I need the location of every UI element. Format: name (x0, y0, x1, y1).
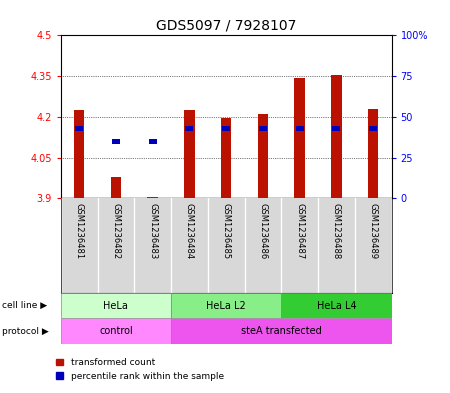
Text: GSM1236489: GSM1236489 (369, 203, 378, 259)
Bar (148, 139, 157, 143)
Title: GDS5097 / 7928107: GDS5097 / 7928107 (156, 19, 296, 33)
Text: HeLa L2: HeLa L2 (206, 301, 246, 310)
Text: steA transfected: steA transfected (241, 326, 322, 336)
Text: cell line ▶: cell line ▶ (2, 301, 47, 310)
Bar (171, 318, 392, 344)
Bar (259, 126, 267, 130)
Bar (331, 75, 342, 198)
Bar (258, 114, 268, 198)
Legend: transformed count, percentile rank within the sample: transformed count, percentile rank withi… (56, 358, 224, 381)
Bar (184, 110, 194, 198)
Bar (369, 126, 377, 130)
Bar (61, 293, 171, 318)
Bar (221, 118, 231, 198)
Text: GSM1236483: GSM1236483 (148, 203, 157, 259)
Bar (111, 177, 121, 198)
Bar (61, 318, 171, 344)
Bar (74, 110, 84, 198)
Text: GSM1236486: GSM1236486 (258, 203, 267, 259)
Text: GSM1236481: GSM1236481 (75, 203, 84, 259)
Text: HeLa: HeLa (104, 301, 128, 310)
Text: GSM1236484: GSM1236484 (185, 203, 194, 259)
Bar (368, 109, 378, 198)
Text: GSM1236485: GSM1236485 (221, 203, 230, 259)
Bar (171, 293, 281, 318)
Text: protocol ▶: protocol ▶ (2, 327, 49, 336)
Bar (281, 293, 392, 318)
Bar (296, 126, 304, 130)
Text: GSM1236488: GSM1236488 (332, 203, 341, 259)
Bar (185, 126, 193, 130)
Bar (333, 126, 340, 130)
Text: GSM1236487: GSM1236487 (295, 203, 304, 259)
Bar (148, 197, 158, 198)
Bar (75, 126, 83, 130)
Bar (112, 139, 120, 143)
Text: control: control (99, 326, 133, 336)
Text: GSM1236482: GSM1236482 (112, 203, 121, 259)
Text: HeLa L4: HeLa L4 (316, 301, 356, 310)
Bar (294, 77, 305, 198)
Bar (222, 126, 230, 130)
